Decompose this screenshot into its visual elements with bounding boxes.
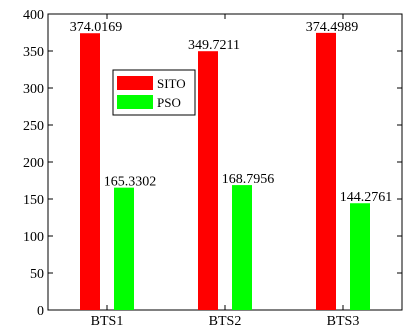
y-tick-label: 250 [23, 119, 44, 134]
legend-swatch-pso [117, 95, 153, 109]
bar-sito-bts3 [316, 32, 336, 310]
data-label: 165.3302 [104, 175, 157, 190]
x-tick-label: BTS3 [327, 314, 360, 328]
data-label: 144.2761 [340, 190, 393, 205]
y-tick-label: 200 [23, 156, 44, 171]
bar-pso-bts3 [350, 203, 370, 310]
y-tick-label: 350 [23, 45, 44, 60]
legend-swatch-sito [117, 76, 153, 90]
plot-area: 0 50 100 150 200 250 300 350 400 BTS1 374.0169 165.… [23, 8, 403, 328]
y-tick-label: 400 [23, 8, 44, 23]
data-label: 349.7211 [188, 38, 240, 53]
x-tick-label: BTS2 [209, 314, 242, 328]
bar-sito-bts2 [198, 51, 218, 310]
legend-label-sito: SITO [157, 76, 186, 91]
data-label: 374.4989 [306, 20, 359, 35]
data-label: 168.7956 [222, 172, 275, 187]
data-label: 374.0169 [70, 20, 123, 35]
bar-pso-bts1 [114, 187, 134, 310]
y-tick-label: 300 [23, 82, 44, 97]
y-tick-label: 50 [30, 267, 44, 282]
y-tick-label: 0 [37, 304, 44, 319]
bar-pso-bts2 [232, 185, 252, 310]
bar-sito-bts1 [80, 33, 100, 311]
legend-label-pso: PSO [157, 95, 181, 110]
y-tick-label: 100 [23, 230, 44, 245]
axes-frame [47, 13, 403, 311]
x-tick-label: BTS1 [91, 314, 124, 328]
y-tick-label: 150 [23, 193, 44, 208]
